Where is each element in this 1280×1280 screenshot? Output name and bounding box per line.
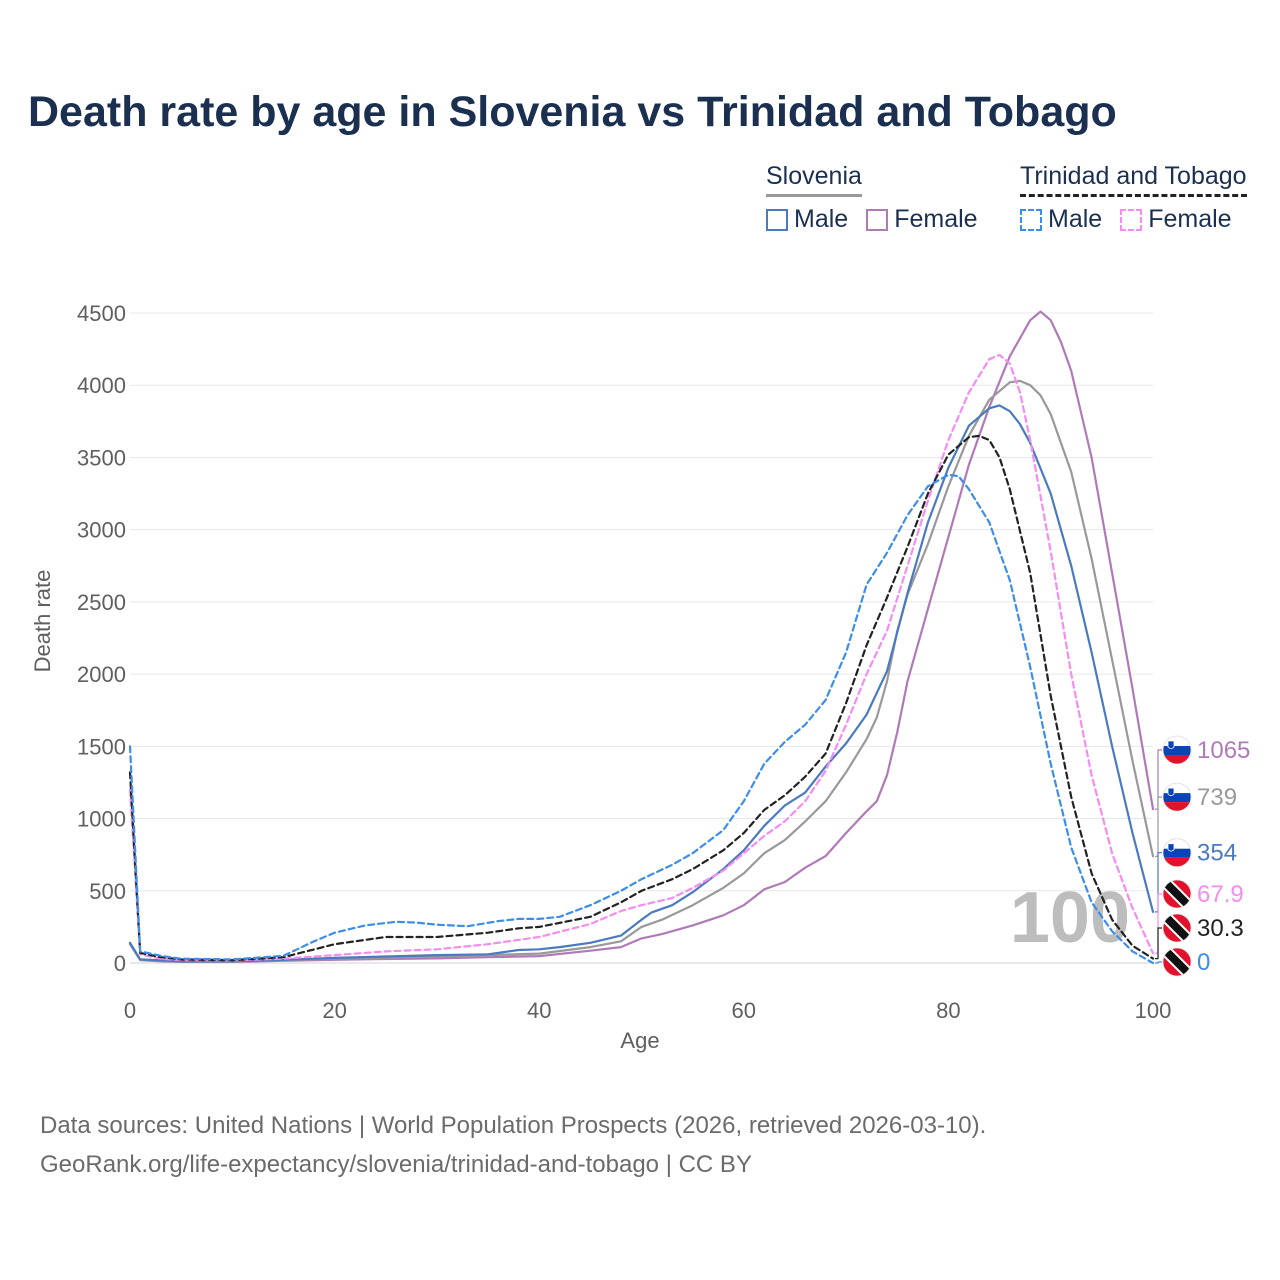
y-tick-label: 0 [114, 951, 126, 976]
end-label-connector [1155, 749, 1162, 810]
series-line-slovenia-male[interactable] [128, 404, 1155, 963]
end-value-label: 739 [1197, 784, 1237, 811]
x-tick-label: 40 [527, 998, 551, 1023]
tick-layer: 0 500 1000 1500 2000 2500 3000 3500 4000 4500 0 20 4… [77, 301, 1171, 1023]
legend-swatch [1020, 208, 1042, 231]
end-label-connector [1155, 796, 1162, 857]
grid-layer [130, 312, 1153, 964]
legend-swatch [766, 208, 788, 231]
y-tick-label: 2500 [77, 590, 126, 615]
legend-group-label: Trinidad and Tobago [1020, 162, 1247, 197]
legend-group-slovenia[interactable]: Slovenia Male Female [766, 162, 978, 234]
legend-item-label: Female [894, 205, 978, 233]
end-label-connector [1155, 927, 1162, 960]
footer-link[interactable]: GeoRank.org/life-expectancy/slovenia/tri… [40, 1151, 752, 1178]
series-line-trinidad-and-tobago-total[interactable] [128, 434, 1155, 962]
end-label-layer: 1065 739 354 67.9 30.3 0 [1155, 735, 1250, 977]
legend-swatch [866, 208, 889, 231]
legend-item-tt-female[interactable]: Female [1120, 205, 1232, 234]
y-axis-title: Death rate [30, 570, 55, 673]
footer: Data sources: United Nations | World Pop… [40, 1106, 986, 1184]
legend-item-label: Male [1048, 205, 1103, 233]
x-tick-label: 20 [322, 998, 346, 1023]
trinidad-and-tobago-flag-icon [1162, 947, 1192, 977]
y-tick-label: 4000 [77, 373, 126, 398]
y-tick-label: 1500 [77, 734, 126, 759]
chart-title: Death rate by age in Slovenia vs Trinida… [28, 88, 1117, 136]
series-line-trinidad-and-tobago-female[interactable] [128, 353, 1155, 962]
legend-group-trinidad-and-tobago[interactable]: Trinidad and Tobago Male Female [1020, 162, 1247, 234]
series-line-slovenia-total[interactable] [128, 379, 1155, 963]
watermark: 100 [1010, 878, 1130, 958]
end-label-connector [1155, 852, 1162, 913]
legend-item-label: Male [794, 205, 849, 233]
legend-item-label: Female [1148, 205, 1232, 233]
x-tick-label: 0 [124, 998, 136, 1023]
slovenia-flag-icon [1162, 782, 1192, 812]
end-value-label: 1065 [1197, 737, 1250, 764]
legend-item-slovenia-male[interactable]: Male [766, 205, 848, 234]
trinidad-and-tobago-flag-icon [1162, 913, 1192, 943]
legend-item-slovenia-female[interactable]: Female [866, 205, 978, 234]
end-label-connector [1155, 893, 1162, 954]
slovenia-flag-icon [1162, 838, 1192, 868]
end-value-label: 67.9 [1197, 881, 1244, 908]
y-tick-label: 3000 [77, 518, 126, 543]
legend-group-label: Slovenia [766, 162, 862, 197]
series-line-slovenia-female[interactable] [128, 310, 1155, 963]
x-tick-label: 100 [1135, 998, 1172, 1023]
x-tick-label: 60 [732, 998, 756, 1023]
y-tick-label: 2000 [77, 662, 126, 687]
series-line-trinidad-and-tobago-male[interactable] [128, 473, 1155, 965]
y-tick-label: 4500 [77, 301, 126, 326]
y-tick-label: 500 [89, 879, 126, 904]
x-tick-label: 80 [936, 998, 960, 1023]
legend-item-tt-male[interactable]: Male [1020, 205, 1102, 234]
y-tick-label: 1000 [77, 807, 126, 832]
footer-source: Data sources: United Nations | World Pop… [40, 1112, 987, 1139]
trinidad-and-tobago-flag-icon [1162, 879, 1192, 909]
legend-swatch [1120, 208, 1143, 231]
y-tick-label: 3500 [77, 445, 126, 470]
end-value-label: 354 [1197, 840, 1237, 867]
series-layer [128, 310, 1155, 965]
end-value-label: 30.3 [1197, 915, 1244, 942]
x-axis-title: Age [620, 1028, 659, 1053]
slovenia-flag-icon [1162, 735, 1192, 765]
end-label-connector [1155, 961, 1162, 964]
end-value-label: 0 [1197, 949, 1210, 976]
